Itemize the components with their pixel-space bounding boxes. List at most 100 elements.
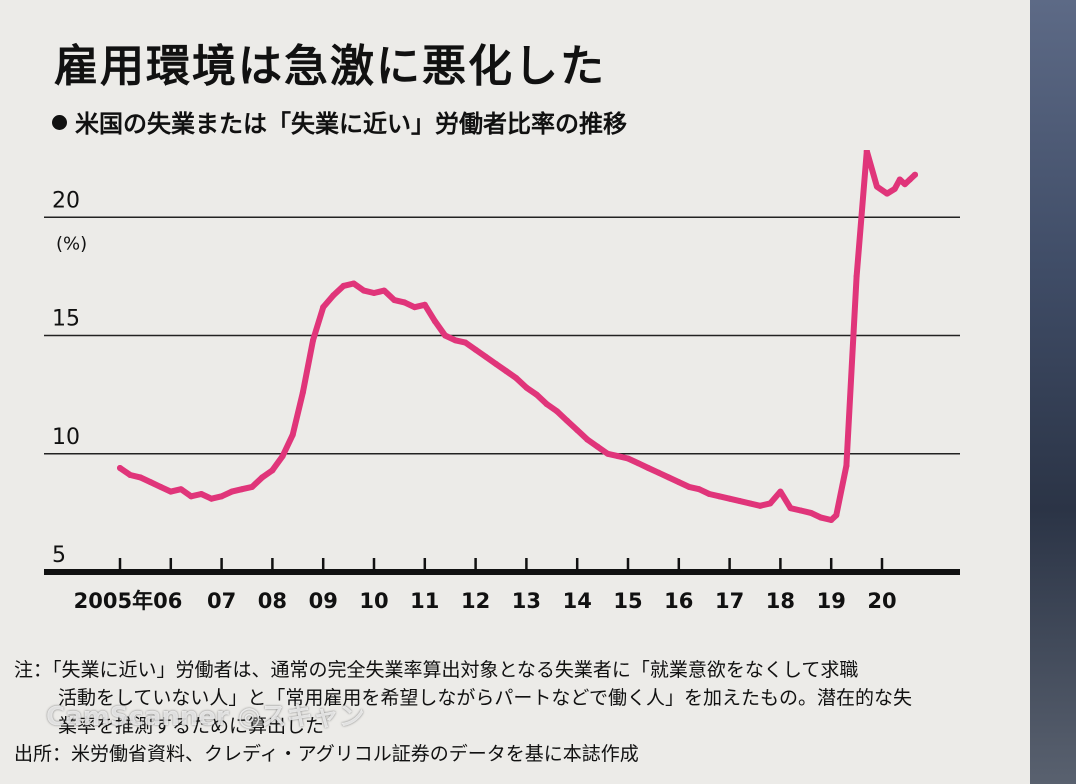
data-point: [833, 512, 840, 519]
x-axis: 2005年06060708091011121314151617181920: [44, 558, 960, 613]
series-group: [117, 150, 919, 523]
note-line-3: 業率を推測するために算出した: [58, 715, 325, 737]
data-point: [462, 339, 469, 346]
data-point: [442, 332, 449, 339]
x-axis-line: [44, 569, 960, 575]
x-tick-label: 14: [563, 589, 592, 613]
data-point: [381, 287, 388, 294]
note-line-1: 注：「失業に近い」労働者は、通常の完全失業率算出対象となる失業者に「就業意欲をな…: [14, 659, 859, 681]
data-point: [584, 436, 591, 443]
data-point: [853, 273, 860, 280]
footnotes: 注：「失業に近い」労働者は、通常の完全失業率算出対象となる失業者に「就業意欲をな…: [14, 656, 1024, 768]
data-point: [492, 360, 499, 367]
data-point: [279, 453, 286, 460]
data-point: [310, 337, 317, 344]
data-point: [736, 498, 743, 505]
data-point: [863, 150, 870, 155]
data-point: [767, 500, 774, 507]
unit-label: (%): [56, 233, 87, 254]
data-point: [350, 280, 357, 287]
data-point: [696, 486, 703, 493]
y-tick-label: 15: [52, 307, 80, 332]
data-point: [757, 502, 764, 509]
data-point: [574, 427, 581, 434]
watermark: CamScanner ◎スキャン: [46, 702, 365, 732]
data-point: [147, 479, 154, 486]
data-point: [901, 181, 908, 188]
data-point: [340, 282, 347, 289]
data-point: [503, 368, 510, 374]
y-tick-label: 10: [52, 425, 80, 450]
data-point: [208, 495, 215, 502]
data-point: [787, 505, 794, 512]
data-point: [391, 297, 398, 304]
x-tick-label: 13: [512, 589, 541, 613]
data-point: [117, 464, 123, 471]
data-point: [127, 472, 134, 479]
data-point: [421, 301, 428, 308]
data-point: [157, 483, 164, 490]
data-point: [884, 190, 891, 197]
x-tick-label: 12: [461, 589, 490, 613]
data-point: [818, 514, 825, 521]
data-point: [482, 353, 489, 360]
data-point: [401, 299, 408, 306]
data-point: [218, 493, 225, 500]
y-axis-ticks: 5 10 15 20: [52, 188, 80, 568]
y-tick-label: 20: [52, 188, 80, 213]
y-tick-label: 5: [52, 543, 66, 568]
data-point: [716, 493, 723, 500]
data-point: [472, 346, 479, 353]
data-point: [259, 474, 266, 481]
data-point: [891, 185, 898, 192]
x-tick-label: 18: [766, 589, 795, 613]
data-point: [523, 384, 530, 391]
data-point: [299, 389, 306, 396]
data-point: [330, 292, 337, 299]
grid-lines: [44, 216, 960, 455]
data-point: [797, 507, 804, 514]
subtitle-text: 米国の失業または「失業に近い」労働者比率の推移: [75, 110, 627, 138]
data-point: [167, 488, 174, 495]
data-point: [452, 337, 459, 344]
data-point: [228, 488, 235, 495]
data-point: [411, 304, 418, 311]
data-point: [625, 455, 631, 462]
data-point: [896, 176, 903, 183]
data-point: [635, 460, 642, 467]
data-point: [553, 408, 560, 415]
data-point: [289, 431, 296, 438]
data-point: [655, 469, 662, 476]
data-point: [665, 474, 672, 481]
note-line-2: 活動をしていない人」と「常用雇用を希望しながらパートなどで働く人」を加えたもの。…: [58, 687, 913, 709]
x-tick-label: 2005年06: [74, 589, 183, 613]
x-tick-label: 07: [207, 589, 236, 613]
x-tick-label: 08: [258, 589, 287, 613]
data-point: [604, 450, 611, 457]
source-line: 出所：米労働省資料、クレディ・アグリコル証券のデータを基に本誌作成: [14, 743, 639, 765]
data-point: [675, 479, 682, 486]
x-tick-label: 20: [867, 589, 896, 613]
chart-subtitle: 米国の失業または「失業に近い」労働者比率の推移: [52, 104, 627, 139]
bullet-icon: [52, 115, 67, 130]
data-point: [371, 289, 377, 296]
data-point: [431, 318, 438, 325]
data-point: [807, 509, 814, 516]
data-point: [843, 462, 850, 469]
x-tick-label: 16: [664, 589, 693, 613]
data-point: [543, 401, 550, 408]
data-point: [726, 495, 733, 502]
data-point: [645, 464, 652, 471]
data-point: [198, 490, 205, 497]
data-point: [594, 443, 601, 450]
series-line: [117, 150, 918, 523]
data-point: [137, 474, 144, 481]
x-tick-label: 11: [410, 589, 439, 613]
data-point: [320, 304, 327, 311]
data-point: [873, 183, 880, 190]
x-tick-label: 10: [359, 589, 388, 613]
x-tick-label: 15: [613, 589, 642, 613]
data-point: [249, 483, 256, 490]
data-point: [269, 467, 276, 474]
